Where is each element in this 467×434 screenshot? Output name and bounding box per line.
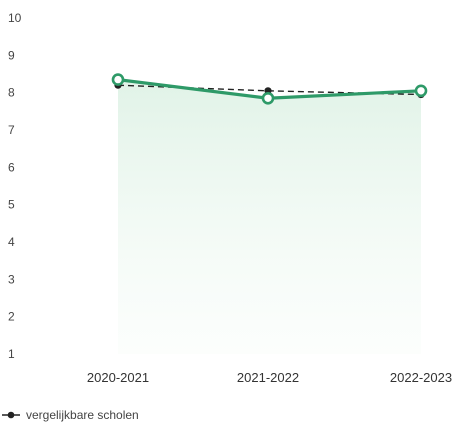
y-tick-label: 4 <box>8 235 15 249</box>
school-series-points <box>111 73 428 105</box>
legend-label-vergelijkbare-scholen: vergelijkbare scholen <box>26 408 139 422</box>
x-tick-label: 2022-2023 <box>390 370 452 385</box>
x-tick-label: 2020-2021 <box>87 370 149 385</box>
legend-marker-icon <box>2 411 20 419</box>
school-data-point <box>414 84 428 98</box>
y-tick-label: 10 <box>8 11 22 25</box>
y-tick-label: 3 <box>8 272 15 286</box>
x-tick-label: 2021-2022 <box>237 370 299 385</box>
legend: vergelijkbare scholen <box>2 408 139 422</box>
y-tick-label: 6 <box>8 160 15 174</box>
y-tick-label: 8 <box>8 86 15 100</box>
y-tick-label: 7 <box>8 123 15 137</box>
school-area-fill <box>118 79 421 354</box>
line-chart: 1 2 3 4 5 6 7 8 9 10 2020-2021 2021-2022 2022-2023 <box>8 11 452 385</box>
school-data-point <box>261 91 275 105</box>
y-tick-label: 2 <box>8 310 15 324</box>
y-tick-label: 5 <box>8 198 15 212</box>
x-axis: 2020-2021 2021-2022 2022-2023 <box>87 370 452 385</box>
y-axis: 1 2 3 4 5 6 7 8 9 10 <box>8 11 22 361</box>
school-data-point <box>111 73 125 86</box>
y-tick-label: 1 <box>8 347 15 361</box>
y-tick-label: 9 <box>8 48 15 62</box>
